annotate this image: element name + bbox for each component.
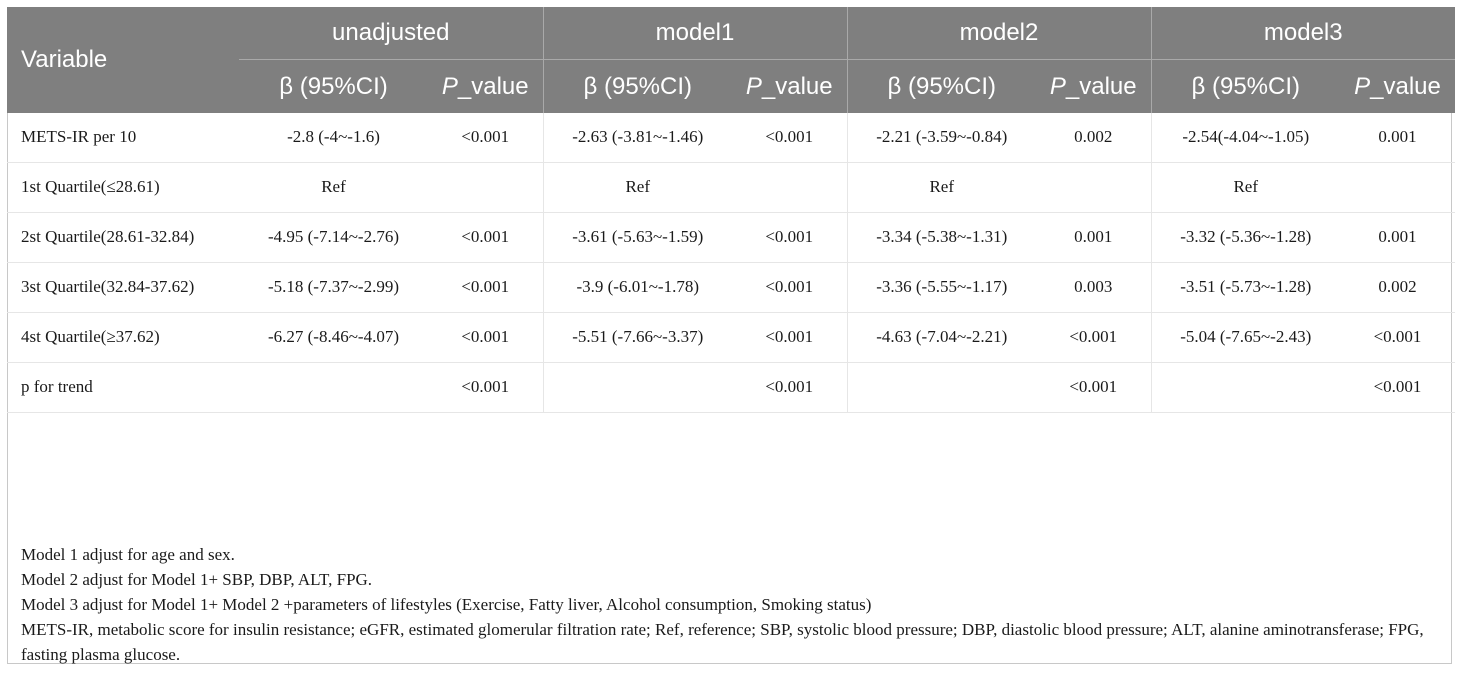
beta-cell: -5.51 (-7.66~-3.37) (542, 312, 732, 363)
p-rest: _value (457, 72, 529, 100)
p-italic: P (745, 72, 762, 100)
beta-cell (239, 362, 428, 413)
p-cell: 0.002 (1036, 113, 1151, 163)
table-row: 3st Quartile(32.84-37.62) -5.18 (-7.37~-… (7, 262, 1455, 313)
beta-cell: -4.95 (-7.14~-2.76) (239, 212, 428, 263)
beta-cell: -2.54(-4.04~-1.05) (1150, 113, 1340, 163)
p-cell: <0.001 (1340, 362, 1455, 413)
p-cell: 0.002 (1340, 262, 1455, 313)
p-cell: <0.001 (428, 362, 543, 413)
beta-cell: Ref (239, 162, 428, 213)
p-cell: <0.001 (732, 113, 847, 163)
p-cell: <0.001 (732, 262, 847, 313)
beta-header: β (95%CI) (1150, 59, 1340, 113)
regression-table: Variable unadjusted model1 model2 model3… (7, 7, 1455, 413)
results-table-frame: Variable unadjusted model1 model2 model3… (7, 7, 1455, 667)
p-cell (732, 162, 847, 213)
beta-cell: Ref (1150, 162, 1340, 213)
beta-cell: -5.04 (-7.65~-2.43) (1150, 312, 1340, 363)
table-row: p for trend <0.001 <0.001 <0.001 <0.001 (7, 362, 1455, 413)
p-italic: P (441, 72, 458, 100)
beta-cell: -3.32 (-5.36~-1.28) (1150, 212, 1340, 263)
row-label: 2st Quartile(28.61-32.84) (7, 212, 239, 263)
p-value-header: P_value (1340, 59, 1455, 113)
group-header-model1: model1 (542, 7, 847, 60)
beta-cell: -5.18 (-7.37~-2.99) (239, 262, 428, 313)
p-cell (428, 162, 543, 213)
row-label: METS-IR per 10 (7, 113, 239, 163)
table-body: METS-IR per 10 -2.8 (-4~-1.6) <0.001 -2.… (7, 113, 1455, 413)
beta-cell: -3.34 (-5.38~-1.31) (846, 212, 1036, 263)
footnote: Model 3 adjust for Model 1+ Model 2 +par… (21, 595, 872, 614)
p-cell (1340, 162, 1455, 213)
p-cell: 0.001 (1036, 212, 1151, 263)
table-row: METS-IR per 10 -2.8 (-4~-1.6) <0.001 -2.… (7, 113, 1455, 163)
p-cell: 0.003 (1036, 262, 1151, 313)
p-cell: <0.001 (1036, 362, 1151, 413)
beta-cell: -3.36 (-5.55~-1.17) (846, 262, 1036, 313)
row-label: 3st Quartile(32.84-37.62) (7, 262, 239, 313)
p-italic: P (1354, 72, 1371, 100)
p-value-header: P_value (1036, 59, 1151, 113)
beta-cell: -2.8 (-4~-1.6) (239, 113, 428, 163)
beta-header: β (95%CI) (846, 59, 1036, 113)
p-cell: <0.001 (428, 113, 543, 163)
beta-cell: Ref (846, 162, 1036, 213)
beta-cell: -6.27 (-8.46~-4.07) (239, 312, 428, 363)
row-label: p for trend (7, 362, 239, 413)
table-row: 4st Quartile(≥37.62) -6.27 (-8.46~-4.07)… (7, 312, 1455, 363)
beta-cell: -3.51 (-5.73~-1.28) (1150, 262, 1340, 313)
beta-header: β (95%CI) (542, 59, 732, 113)
p-cell: <0.001 (428, 312, 543, 363)
footnote: Model 2 adjust for Model 1+ SBP, DBP, AL… (21, 570, 373, 589)
p-italic: P (1049, 72, 1066, 100)
footnote: METS-IR, metabolic score for insulin res… (21, 620, 1424, 664)
p-cell: <0.001 (1340, 312, 1455, 363)
row-label: 4st Quartile(≥37.62) (7, 312, 239, 363)
p-cell: 0.001 (1340, 113, 1455, 163)
table-header: Variable unadjusted model1 model2 model3… (7, 7, 1455, 113)
p-rest: _value (1370, 72, 1441, 100)
p-value-header: P_value (428, 59, 543, 113)
p-cell: <0.001 (732, 312, 847, 363)
p-cell: 0.001 (1340, 212, 1455, 263)
beta-cell (846, 362, 1036, 413)
beta-cell: Ref (542, 162, 732, 213)
table-row: 2st Quartile(28.61-32.84) -4.95 (-7.14~-… (7, 212, 1455, 263)
p-cell: <0.001 (428, 212, 543, 263)
p-rest: _value (1065, 72, 1137, 100)
beta-cell (1150, 362, 1340, 413)
p-cell: <0.001 (732, 212, 847, 263)
row-label: 1st Quartile(≤28.61) (7, 162, 239, 213)
group-header-model2: model2 (846, 7, 1151, 60)
group-header-unadjusted: unadjusted (239, 7, 543, 60)
table-footnotes: Model 1 adjust for age and sex. Model 2 … (21, 542, 1446, 667)
table-row: 1st Quartile(≤28.61) Ref Ref Ref Ref (7, 162, 1455, 213)
beta-cell: -4.63 (-7.04~-2.21) (846, 312, 1036, 363)
beta-cell: -2.63 (-3.81~-1.46) (542, 113, 732, 163)
variable-header: Variable (7, 7, 239, 113)
footnote: Model 1 adjust for age and sex. (21, 545, 235, 564)
p-cell: <0.001 (1036, 312, 1151, 363)
p-cell: <0.001 (732, 362, 847, 413)
beta-header: β (95%CI) (239, 59, 428, 113)
group-header-model3: model3 (1150, 7, 1455, 60)
p-cell: <0.001 (428, 262, 543, 313)
p-value-header: P_value (732, 59, 847, 113)
beta-cell (542, 362, 732, 413)
p-cell (1036, 162, 1151, 213)
beta-cell: -2.21 (-3.59~-0.84) (846, 113, 1036, 163)
p-rest: _value (761, 72, 833, 100)
beta-cell: -3.61 (-5.63~-1.59) (542, 212, 732, 263)
beta-cell: -3.9 (-6.01~-1.78) (542, 262, 732, 313)
